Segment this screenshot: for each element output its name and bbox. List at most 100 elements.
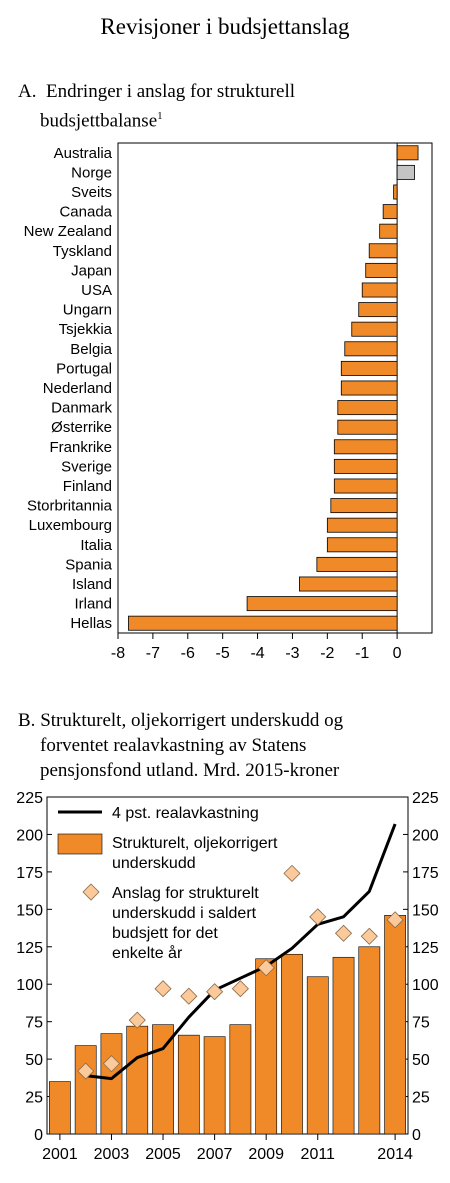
category-label-sverige: Sverige	[61, 458, 112, 475]
panel-a-title-line2: budsjettbalanse	[40, 110, 158, 132]
category-label-norge: Norge	[71, 164, 112, 181]
category-label-island: Island	[72, 576, 112, 593]
category-label-portugal: Portugal	[56, 360, 112, 377]
x-tick-label: 2009	[248, 1146, 284, 1163]
y-tick-label-left: 225	[16, 790, 43, 807]
legend-marker-swatch	[82, 883, 100, 901]
marker-2003	[102, 1055, 121, 1073]
bar-australia	[396, 145, 419, 161]
bar-island	[299, 576, 398, 592]
chart-a: Australia Norge Sveits Canada New Zealand Tys…	[24, 142, 433, 662]
marker-2005	[154, 980, 172, 998]
legend-bar-swatch	[57, 833, 103, 855]
y-tick-label-left: 100	[16, 977, 43, 994]
bar-2012	[332, 956, 355, 1135]
category-label-tyskland: Tyskland	[53, 243, 112, 260]
y-tick-label-right: 225	[412, 790, 439, 807]
y-tick-label-left: 125	[16, 940, 43, 957]
bar-norge	[396, 164, 415, 180]
panel-b-title-line1: Strukturelt, oljekorrigert underskudd og	[40, 710, 344, 731]
marker-2011	[309, 908, 327, 926]
legend-label-marker-line-3: budsjett for det	[112, 925, 218, 942]
bar-japan	[365, 262, 398, 278]
bar-italia	[326, 537, 398, 553]
y-tick-label-left: 0	[34, 1127, 43, 1144]
legend-label-line: 4 pst. realavkastning	[112, 805, 259, 822]
x-tick-label: 2005	[145, 1146, 181, 1163]
y-tick-label-right: 125	[412, 940, 439, 957]
panel-a-title: A. Endringer i anslag for strukturell bu…	[18, 80, 438, 133]
x-tick-label: -8	[111, 645, 125, 662]
legend-label-bar-line-1: Strukturelt, oljekorrigert	[112, 835, 278, 852]
bar-tsjekkia	[351, 321, 398, 337]
category-label-japan: Japan	[71, 262, 112, 279]
bar-storbritannia	[330, 498, 398, 514]
y-tick-label-left: 75	[25, 1015, 43, 1032]
category-label-frankrike: Frankrike	[49, 439, 112, 456]
chart-a-frame	[117, 142, 433, 634]
legend-label-marker-line-1: Anslag for strukturelt	[112, 885, 259, 902]
marker-2006	[180, 987, 198, 1005]
y-tick-label-left: 25	[25, 1090, 43, 1107]
category-label-ungarn: Ungarn	[63, 302, 112, 319]
bar-2008	[229, 1024, 252, 1135]
category-label-australia: Australia	[54, 145, 113, 162]
bar-2006	[177, 1034, 200, 1135]
category-label-italia: Italia	[80, 537, 112, 554]
bar-2009	[255, 958, 278, 1135]
x-tick-label: 2001	[42, 1146, 78, 1163]
category-label-hellas: Hellas	[70, 615, 112, 632]
y-tick-label-left: 200	[16, 827, 43, 844]
y-tick-label-left: 50	[25, 1052, 43, 1069]
category-label-tsjekkia: Tsjekkia	[59, 321, 113, 338]
bar-frankrike	[333, 439, 398, 455]
x-tick-label: 2011	[301, 1146, 336, 1163]
bar-ungarn	[358, 302, 398, 318]
marker-2012	[334, 924, 353, 942]
bar-2007	[203, 1036, 226, 1135]
category-label-usa: USA	[81, 282, 112, 299]
legend-label-marker-line-2: underskudd i saldert	[112, 905, 257, 922]
category-label-irland: Irland	[74, 596, 112, 613]
bar-2013	[358, 946, 381, 1135]
marker-2009	[257, 959, 275, 977]
category-label-belgia: Belgia	[70, 341, 112, 358]
x-tick-label: 0	[393, 645, 402, 662]
panel-b-title-line2: forventet realavkastning av Statens	[40, 735, 307, 756]
x-tick-label: 2003	[94, 1146, 130, 1163]
x-tick-label: 2007	[197, 1146, 233, 1163]
panel-a-title-line1: Endringer i anslag for strukturell	[45, 81, 296, 102]
category-label-luxembourg: Luxembourg	[29, 517, 112, 534]
y-tick-label-right: 200	[412, 827, 439, 844]
marker-2014	[386, 911, 404, 929]
bar-nederland	[340, 380, 398, 396]
y-tick-label-right: 175	[412, 865, 439, 882]
y-tick-label-left: 175	[16, 865, 43, 882]
x-tick-label: -7	[146, 645, 160, 662]
bar-2014	[384, 915, 406, 1135]
bar-tyskland	[368, 243, 398, 259]
bar-2010	[281, 953, 303, 1135]
category-label-danmark: Danmark	[51, 400, 112, 417]
y-tick-label-right: 100	[412, 977, 439, 994]
category-label-storbritannia: Storbritannia	[27, 498, 113, 515]
panel-a-label: A.	[18, 81, 37, 102]
bar-canada	[382, 204, 398, 220]
bar-2003	[100, 1033, 123, 1135]
x-tick-label: -3	[285, 645, 299, 662]
category-label-nederland: Nederland	[43, 380, 112, 397]
marker-2010	[283, 864, 301, 882]
category-label-new-zealand: New Zealand	[24, 223, 112, 240]
x-tick-label: -5	[216, 645, 230, 662]
bar-irland	[246, 596, 398, 612]
category-label-osterrike: Østerrike	[51, 419, 112, 436]
y-tick-label-right: 50	[412, 1052, 430, 1069]
x-tick-label: 2014	[377, 1146, 413, 1163]
bar-2001	[49, 1081, 71, 1135]
bar-osterrike	[337, 419, 398, 435]
bar-sverige	[333, 458, 398, 474]
panel-a-footnote-marker: 1	[157, 110, 163, 122]
x-tick-label: -1	[355, 645, 369, 662]
x-tick-label: -6	[181, 645, 195, 662]
marker-2007	[206, 983, 224, 1001]
